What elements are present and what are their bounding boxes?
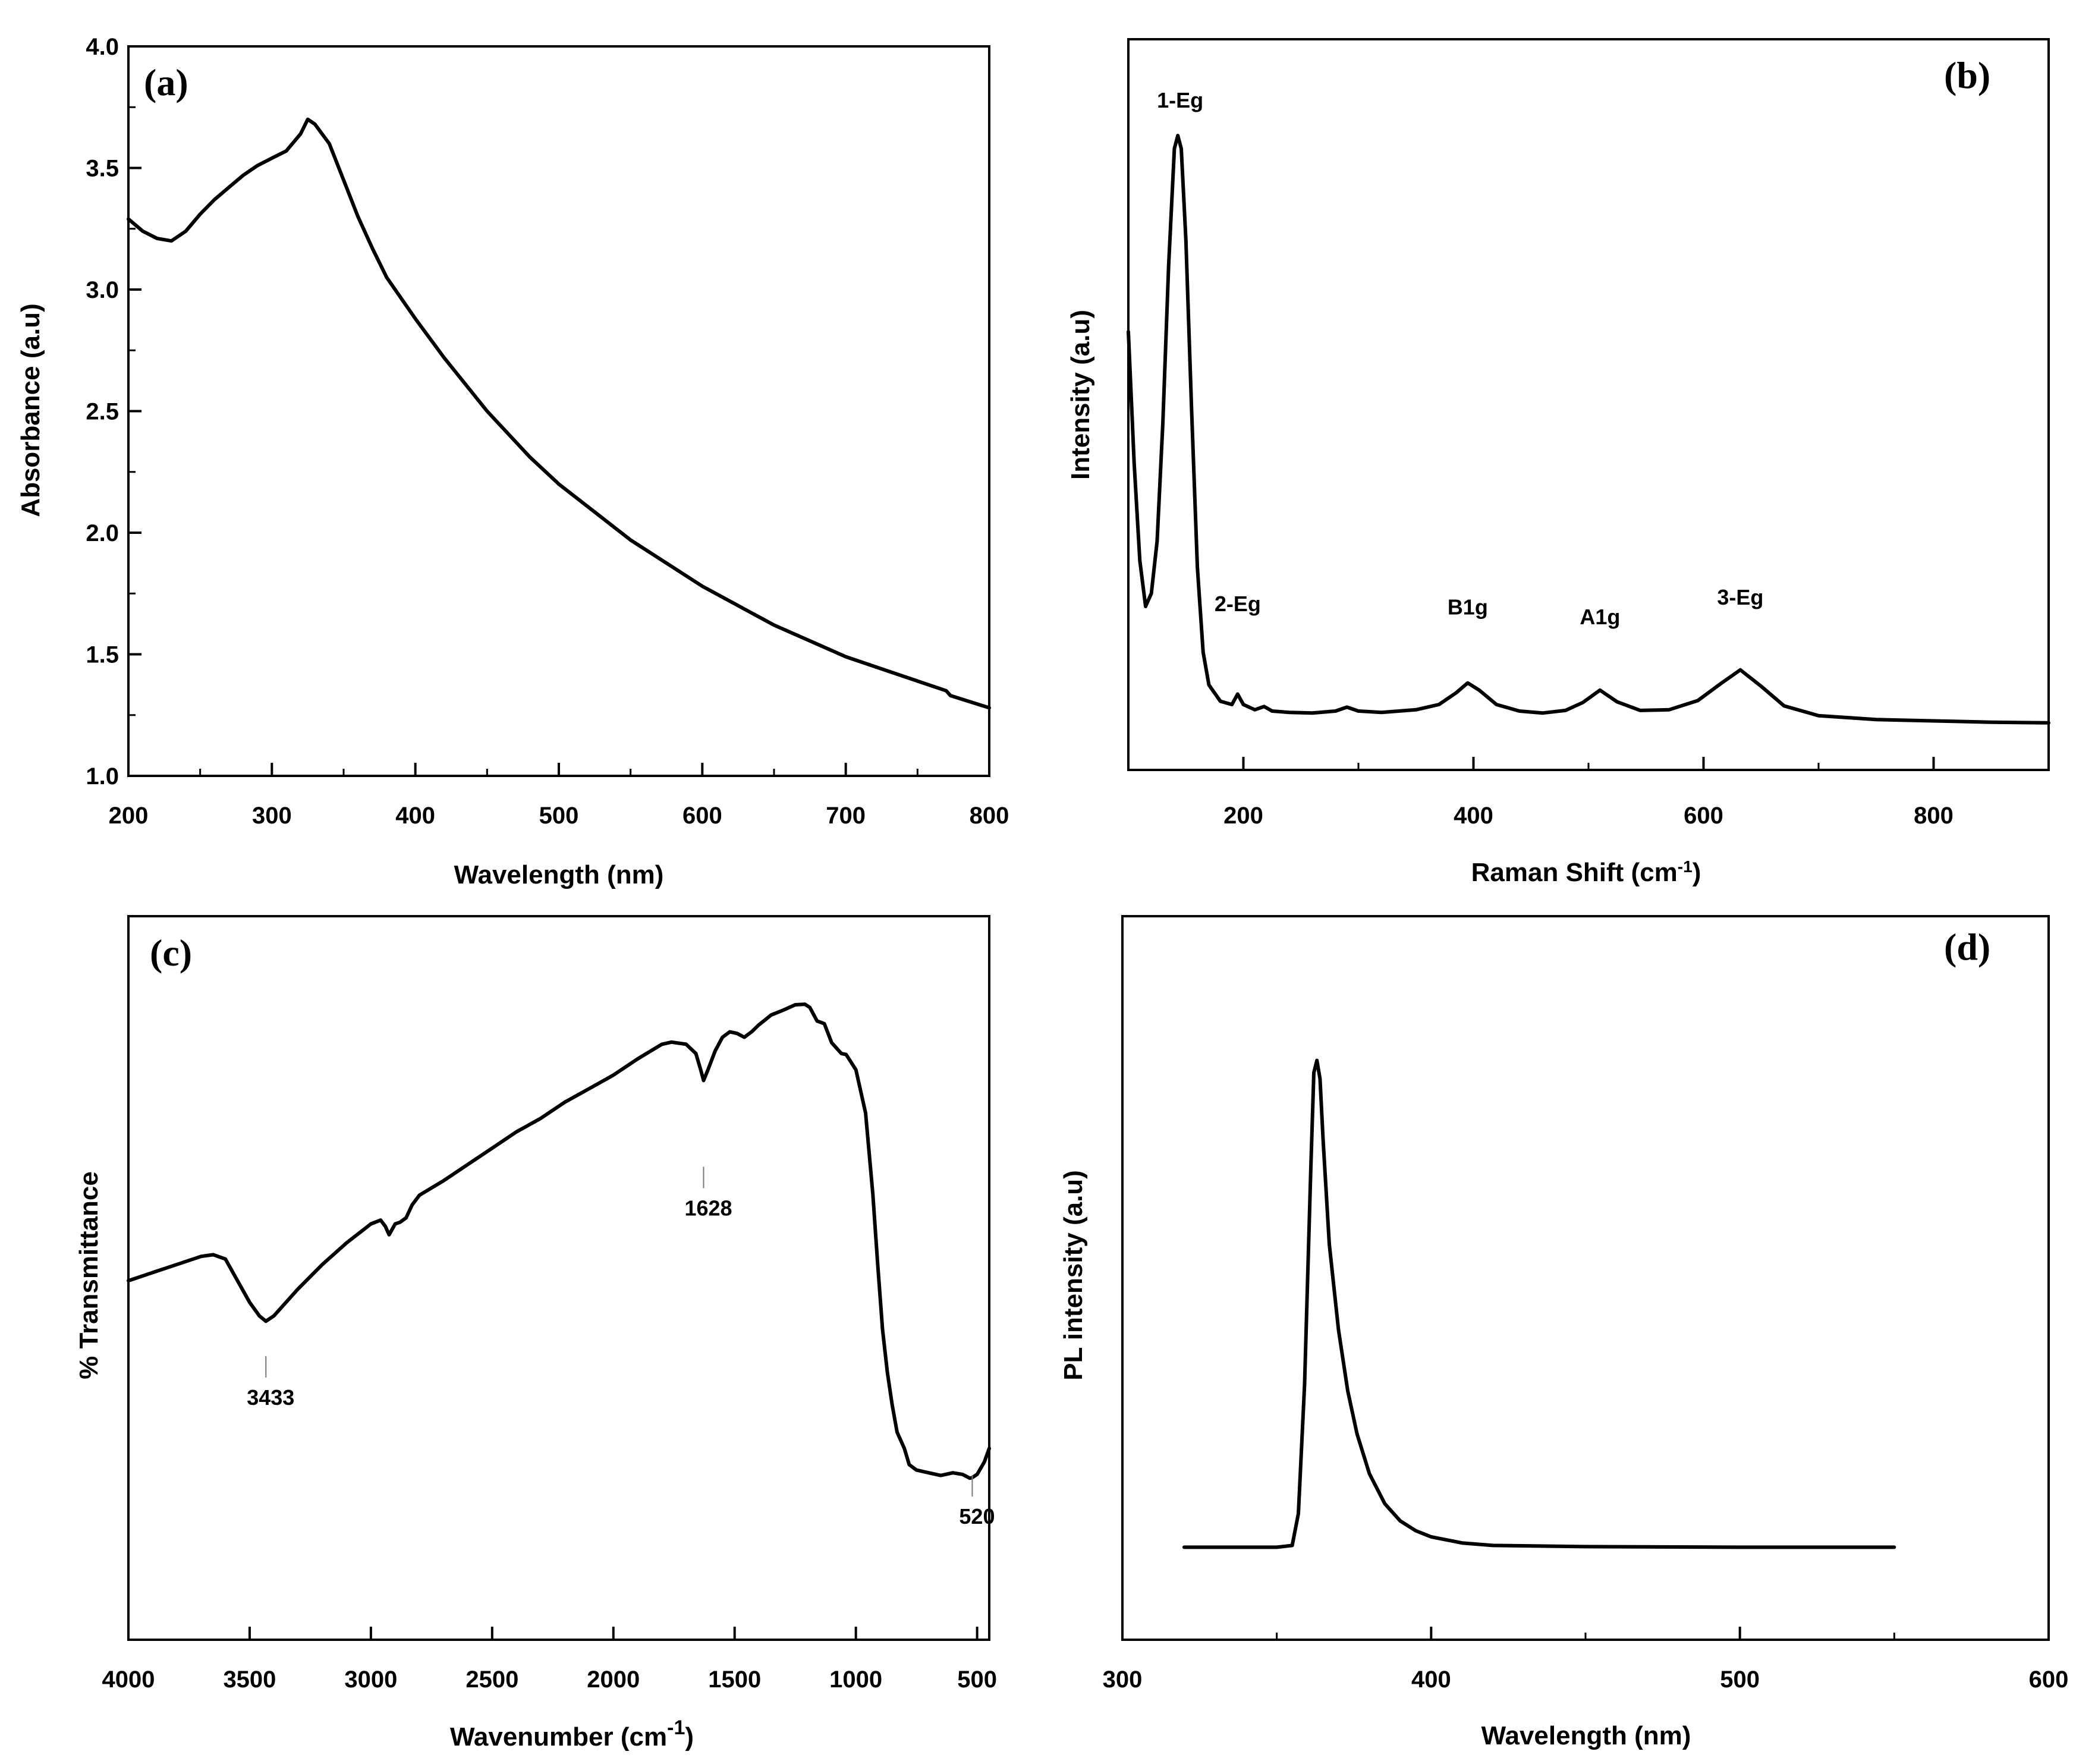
- panel-a-xtick-label: 400: [395, 803, 435, 829]
- panel-b-xlabel-sup: -1: [1678, 857, 1693, 876]
- panel-a-ytick-label: 4.0: [86, 34, 119, 60]
- panel-b-xtick-label: 400: [1454, 803, 1493, 829]
- panel-c-xtick-label: 1000: [829, 1666, 882, 1693]
- panel-c-xtick-label: 500: [957, 1666, 997, 1693]
- panel-a-ytick-label: 2.5: [86, 399, 119, 425]
- panel-a-ytick-label: 1.5: [86, 642, 119, 668]
- panel-d-label: (d): [1944, 926, 1990, 968]
- panel-b-annotation: A1g: [1580, 605, 1620, 629]
- panel-a-xtick-label: 200: [109, 803, 149, 829]
- panel-d-xtick-label: 400: [1411, 1666, 1451, 1693]
- panel-d-xtick-label: 300: [1103, 1666, 1143, 1693]
- panel-c: 4000 3500 3000 2500 2000 1500 1000 500 3433 1628…: [74, 915, 997, 1752]
- panel-c-xtick-label: 1500: [708, 1666, 761, 1693]
- panel-c-annotation: 3433: [247, 1385, 294, 1410]
- panel-d-ylabel: PL intensity (a.u): [1059, 1170, 1088, 1381]
- panel-b-annotation: 2-Eg: [1215, 592, 1261, 616]
- panel-d-series-line: [1182, 1058, 1896, 1549]
- panel-c-ylabel: % Transmittance: [74, 1171, 103, 1379]
- panel-c-xlabel-main: Wavenumber (cm: [450, 1722, 667, 1752]
- panel-a-series-line: [127, 117, 991, 710]
- panel-a-ytick-label: 3.5: [86, 156, 119, 182]
- panel-a-xtick-label: 300: [252, 803, 292, 829]
- panel-b-ylabel: Intensity (a.u): [1066, 310, 1095, 480]
- panel-c-label: (c): [150, 932, 192, 974]
- panel-a-ytick-label: 1.0: [86, 763, 119, 790]
- panel-a-marks: [127, 117, 991, 710]
- panel-a-xtick-label: 600: [682, 803, 722, 829]
- panel-a-xtick-label: 700: [826, 803, 866, 829]
- panel-b-annotation: 3-Eg: [1717, 585, 1763, 609]
- panel-a-xtick-label: 500: [539, 803, 579, 829]
- panel-c-xlabel-tail: ): [685, 1722, 694, 1752]
- panel-a-ytick-label: 2.0: [86, 520, 119, 546]
- panel-b-series-line: [1127, 134, 2050, 725]
- panel-a-label: (a): [144, 61, 188, 103]
- panel-d-xlabel: Wavelength (nm): [1481, 1721, 1691, 1750]
- panel-c-frame: [127, 915, 990, 1641]
- panel-c-xlabel-sup: -1: [667, 1716, 685, 1739]
- panel-a-ylabel: Absorbance (a.u): [16, 303, 45, 517]
- panel-c-series-line: [127, 1002, 991, 1480]
- panel-b-ticks: 200 400 600 800: [1223, 757, 1954, 829]
- panel-a-xlabel: Wavelength (nm): [454, 860, 664, 889]
- panel-b-xtick-label: 800: [1914, 803, 1954, 829]
- panel-c-annotation: 520: [959, 1504, 995, 1529]
- panel-b-xtick-label: 200: [1223, 803, 1263, 829]
- panel-d-ticks: 300 400 500 600: [1103, 1627, 2069, 1693]
- panel-c-annotations: 3433 1628 520: [247, 1166, 995, 1529]
- panel-b: 200 400 600 800 1-Eg 2-Eg B1g A1g 3-Eg (b) Rama…: [1066, 38, 2050, 888]
- panel-c-xtick-label: 2500: [465, 1666, 518, 1693]
- panel-d: 300 400 500 600 (d) Wavelength (nm) PL inte…: [1059, 915, 2069, 1750]
- panel-c-xtick-label: 4000: [102, 1666, 155, 1693]
- panel-a: 200 300 400 500 600 700 800 1.0 1.5 2.0 2.5 3.0 3.5 4…: [16, 34, 1009, 889]
- panel-b-marks: [1127, 134, 2050, 725]
- panel-c-xtick-label: 3000: [344, 1666, 397, 1693]
- panel-b-annotation: B1g: [1448, 595, 1488, 620]
- panel-b-annotations: 1-Eg 2-Eg B1g A1g 3-Eg: [1157, 88, 1763, 629]
- panel-a-xtick-label: 800: [970, 803, 1009, 829]
- panel-d-xtick-label: 500: [1720, 1666, 1760, 1693]
- panel-c-xlabel: Wavenumber (cm-1): [450, 1716, 694, 1752]
- panel-c-marks: [127, 1002, 991, 1480]
- panel-c-xtick-label: 3500: [223, 1666, 276, 1693]
- panel-c-xtick-label: 2000: [587, 1666, 640, 1693]
- panel-d-xtick-label: 600: [2029, 1666, 2069, 1693]
- panel-c-annotation: 1628: [684, 1196, 732, 1220]
- panel-b-xtick-label: 600: [1684, 803, 1723, 829]
- panel-b-label: (b): [1944, 54, 1990, 96]
- panel-b-annotation: 1-Eg: [1157, 88, 1203, 112]
- panel-c-ticks: 4000 3500 3000 2500 2000 1500 1000 500: [102, 1627, 997, 1693]
- panel-a-ticks: 200 300 400 500 600 700 800 1.0 1.5 2.0 2.5 3.0 3.5 4…: [86, 34, 1009, 829]
- panel-b-xlabel-tail: ): [1693, 858, 1701, 887]
- panel-b-xlabel-main: Raman Shift (cm: [1471, 858, 1678, 887]
- panel-b-xlabel: Raman Shift (cm-1): [1471, 857, 1701, 888]
- panel-a-ytick-label: 3.0: [86, 277, 119, 303]
- panel-d-marks: [1182, 1058, 1896, 1549]
